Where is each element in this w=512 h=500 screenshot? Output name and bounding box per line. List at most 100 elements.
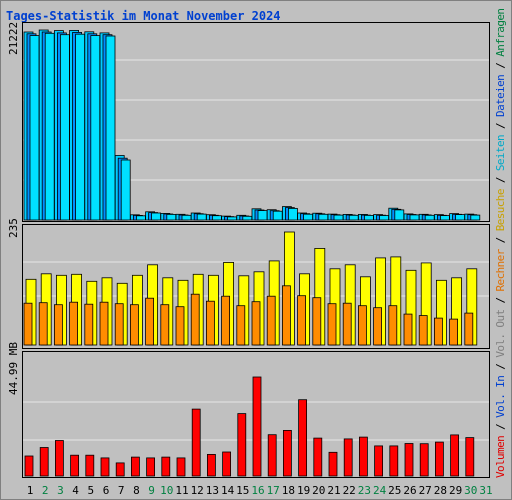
bar-seiten-day-28 xyxy=(439,215,450,221)
bar-rechner-day-5 xyxy=(84,303,94,346)
legend-separator: / xyxy=(494,56,507,75)
bar-rechner-day-6 xyxy=(99,301,109,346)
bar-rechner-day-23 xyxy=(357,305,367,346)
bar-rechner-day-10 xyxy=(160,304,170,346)
requests-ymax-label: 21222 xyxy=(7,22,20,55)
x-tick-label: 30 xyxy=(464,484,477,497)
bar-seiten-day-22 xyxy=(348,214,359,221)
legend-anfragen: Anfragen xyxy=(494,8,507,57)
side-legend: Volumen / Vol. In / Vol. Out / Rechner /… xyxy=(494,8,507,478)
x-tick-label: 17 xyxy=(267,484,280,497)
bar-rechner-day-28 xyxy=(433,317,443,346)
bar-seiten-day-11 xyxy=(181,214,192,221)
bar-rechner-day-1 xyxy=(23,302,33,346)
bar-seiten-day-23 xyxy=(363,214,374,221)
legend-rechner: Rechner xyxy=(494,248,507,291)
bar-rechner-day-3 xyxy=(54,304,63,346)
bar-seiten-day-24 xyxy=(379,215,390,221)
x-tick-label: 10 xyxy=(160,484,173,497)
bar-volumen-day-16 xyxy=(252,376,262,477)
bar-volumen-day-19 xyxy=(298,399,308,477)
bar-volumen-day-22 xyxy=(343,438,353,477)
bar-volumen-day-21 xyxy=(328,451,338,477)
bar-volumen-day-2 xyxy=(39,447,49,477)
bar-rechner-day-21 xyxy=(327,303,337,346)
bar-rechner-day-22 xyxy=(342,302,352,346)
bar-rechner-day-17 xyxy=(266,295,276,346)
x-tick-label: 25 xyxy=(388,484,401,497)
bar-seiten-day-15 xyxy=(242,215,253,221)
bar-seiten-day-30 xyxy=(470,214,481,221)
bar-seiten-day-19 xyxy=(303,213,314,221)
bar-rechner-day-14 xyxy=(221,295,231,346)
x-tick-label: 24 xyxy=(373,484,387,497)
bar-rechner-day-13 xyxy=(205,300,215,346)
x-tick-label: 3 xyxy=(57,484,64,497)
x-tick-label: 7 xyxy=(118,484,125,497)
bar-rechner-day-24 xyxy=(373,307,383,346)
x-tick-label: 8 xyxy=(133,484,140,497)
legend-separator: / xyxy=(494,417,507,436)
bar-seiten-day-7 xyxy=(120,159,131,221)
legend-separator: / xyxy=(494,116,507,135)
bar-seiten-day-18 xyxy=(287,207,298,221)
legend-dateien: Dateien xyxy=(494,74,507,117)
legend-seiten: Seiten xyxy=(494,134,507,171)
x-tick-label: 21 xyxy=(327,484,340,497)
bar-rechner-day-7 xyxy=(114,303,124,346)
bar-rechner-day-29 xyxy=(449,318,459,346)
bar-seiten-day-29 xyxy=(455,214,466,221)
bar-rechner-day-19 xyxy=(297,295,307,346)
bar-volumen-day-1 xyxy=(24,455,34,477)
bar-seiten-day-6 xyxy=(105,35,116,221)
legend-besuche: Besuche xyxy=(494,189,507,232)
x-tick-label: 29 xyxy=(449,484,462,497)
bar-volumen-day-4 xyxy=(70,454,79,477)
bar-seiten-day-8 xyxy=(135,215,146,221)
bar-volumen-day-15 xyxy=(237,413,247,477)
bar-volumen-day-9 xyxy=(146,457,156,477)
x-tick-label: 4 xyxy=(72,484,79,497)
bar-volumen-day-25 xyxy=(389,445,399,477)
bar-volumen-day-5 xyxy=(85,454,95,477)
bar-seiten-day-26 xyxy=(409,214,420,221)
bar-volumen-day-11 xyxy=(176,457,186,477)
bar-volumen-day-8 xyxy=(130,456,140,477)
visits-ymax-label: 235 xyxy=(7,218,20,238)
x-tick-label: 31 xyxy=(479,484,492,497)
bar-seiten-day-3 xyxy=(60,34,70,221)
bar-seiten-day-16 xyxy=(257,210,268,221)
bar-volumen-day-6 xyxy=(100,457,110,477)
bar-seiten-day-2 xyxy=(44,32,55,221)
bar-seiten-day-1 xyxy=(29,35,40,221)
bar-volumen-day-26 xyxy=(404,443,414,477)
bar-volumen-day-17 xyxy=(267,434,277,477)
bar-rechner-day-27 xyxy=(418,315,428,346)
bar-rechner-day-12 xyxy=(190,293,200,346)
volume-ymax-label: 44.99 MB xyxy=(7,342,20,395)
x-tick-label: 6 xyxy=(103,484,110,497)
bars xyxy=(23,29,481,477)
x-tick-label: 20 xyxy=(312,484,325,497)
legend-separator: / xyxy=(494,170,507,189)
x-tick-label: 19 xyxy=(297,484,310,497)
bar-rechner-day-2 xyxy=(38,302,48,346)
chart-title: Tages-Statistik im Monat November 2024 xyxy=(6,9,281,23)
bar-seiten-day-12 xyxy=(196,213,207,221)
legend-separator: / xyxy=(494,231,507,250)
bar-seiten-day-9 xyxy=(151,212,162,221)
bar-seiten-day-10 xyxy=(166,213,177,221)
bar-volumen-day-29 xyxy=(450,434,460,477)
bar-volumen-day-14 xyxy=(222,451,232,477)
bar-seiten-day-25 xyxy=(394,209,405,221)
legend-vol-out: Vol. Out xyxy=(494,309,507,358)
x-tick-label: 12 xyxy=(191,484,204,497)
bar-volumen-day-28 xyxy=(434,441,444,477)
x-tick-label: 5 xyxy=(87,484,94,497)
bar-rechner-day-18 xyxy=(281,285,291,346)
bar-rechner-day-8 xyxy=(129,304,139,346)
bar-rechner-day-15 xyxy=(236,305,246,346)
x-tick-label: 9 xyxy=(148,484,155,497)
